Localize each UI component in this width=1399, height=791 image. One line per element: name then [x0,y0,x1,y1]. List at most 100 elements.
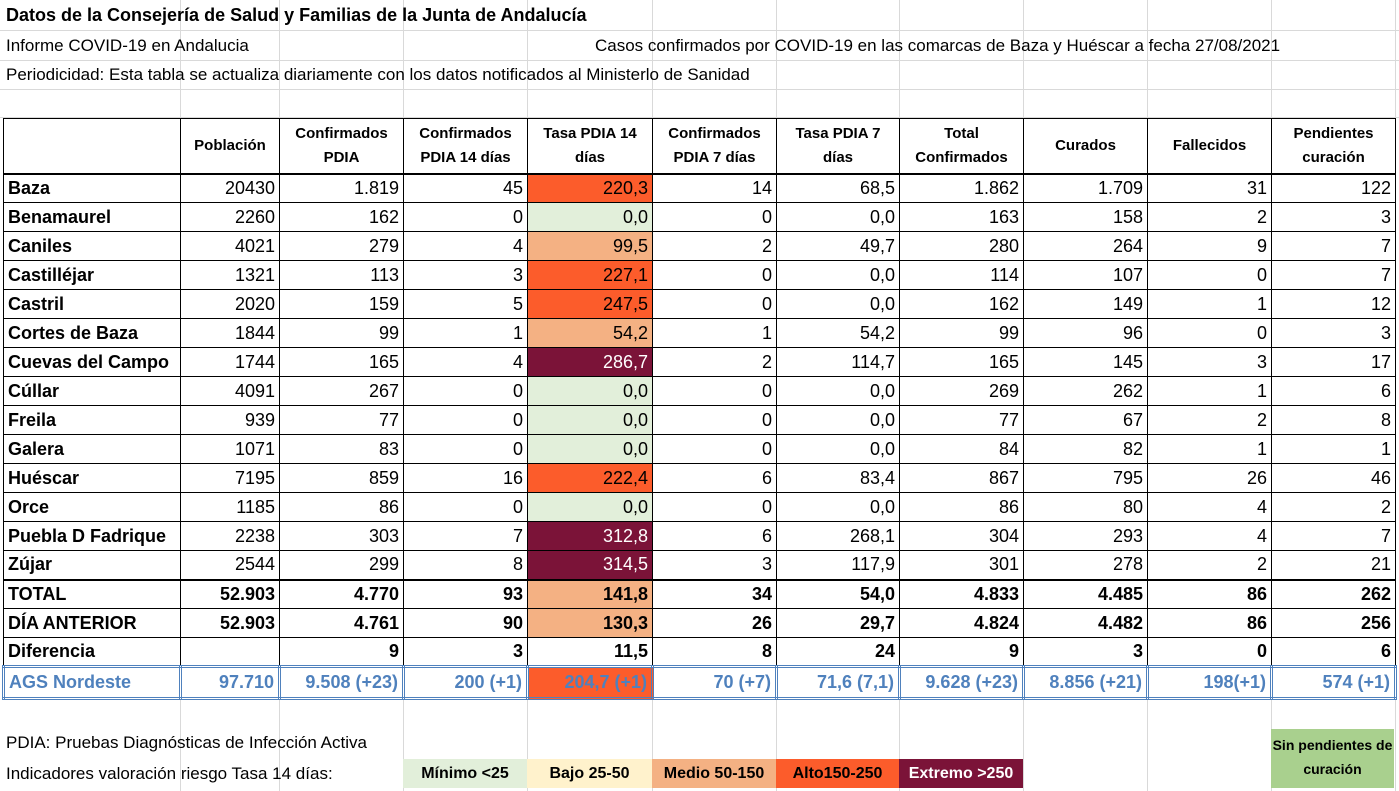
table-row: Benamaurel 2260 162 0 0,0 0 0,0 163 158 2 3 [3,202,1396,232]
table-cell: 86 [899,492,1024,522]
table-row: Castilléjar 1321 113 3 227,1 0 0,0 114 107 0 7 [3,260,1396,290]
table-cell: 0 [403,492,528,522]
table-cell: 0 [1147,260,1272,290]
table-cell: 4 [403,231,528,261]
table-cell: 20430 [180,173,280,203]
table-cell: 795 [1023,463,1148,493]
table-cell: 149 [1023,289,1148,319]
table-cell: 12 [1271,289,1396,319]
table-row: Orce 1185 86 0 0,0 0 0,0 86 80 4 2 [3,492,1396,522]
column-header: Curados [1023,118,1148,175]
table-cell: 0 [652,202,777,232]
table-cell: 2544 [180,550,280,580]
table-cell: 4.833 [899,578,1024,609]
column-header: Total Confirmados [899,118,1024,175]
table-cell: 163 [899,202,1024,232]
table-cell: 90 [403,608,528,638]
row-label: DÍA ANTERIOR [3,608,181,638]
blank-row [0,90,1399,118]
table-cell: 84 [899,434,1024,464]
table-cell: 3 [1271,202,1396,232]
table-cell: 3 [1023,637,1148,667]
table-cell: 82 [1023,434,1148,464]
table-cell: 2 [1147,202,1272,232]
table-cell: 4.482 [1023,608,1148,638]
table-cell: 0,0 [527,376,653,406]
table-cell: 117,9 [776,550,900,580]
table-cell: 1071 [180,434,280,464]
legend-alto: Alto150-250 [776,759,899,788]
column-header: Confirmados PDIA 7 días [652,118,777,175]
table-cell: 0 [403,376,528,406]
column-header: Población [180,118,280,175]
table-cell: 114 [899,260,1024,290]
table-cell: 31 [1147,173,1272,203]
row-label: TOTAL [3,578,181,609]
table-cell: 77 [899,405,1024,435]
table-cell: 24 [776,637,900,667]
table-cell: 67 [1023,405,1148,435]
table-cell: 86 [1147,578,1272,609]
table-cell: 145 [1023,347,1148,377]
table-cell: 262 [1023,376,1148,406]
covid-data-table: Población Confirmados PDIA Confirmados PDI… [2,118,1397,700]
table-cell: 49,7 [776,231,900,261]
table-cell: 1321 [180,260,280,290]
table-cell: 46 [1271,463,1396,493]
table-cell: 293 [1023,521,1148,551]
table-cell: 70 (+7) [651,665,778,700]
table-cell: 8 [403,550,528,580]
sheet-title: Datos de la Consejería de Salud y Famili… [0,0,1399,31]
table-cell: 574 (+1) [1270,665,1397,700]
table-cell [180,637,280,667]
table-cell: 9.508 (+23) [278,665,405,700]
table-cell: 165 [899,347,1024,377]
table-cell: 3 [1147,347,1272,377]
table-row: Caniles 4021 279 4 99,5 2 49,7 280 264 9 7 [3,231,1396,261]
table-cell: 14 [652,173,777,203]
table-cell: 54,2 [776,318,900,348]
table-cell: 0,0 [527,405,653,435]
table-cell: 247,5 [527,289,653,319]
table-cell: 280 [899,231,1024,261]
table-cell: 99 [279,318,404,348]
table-cell: 86 [279,492,404,522]
table-cell: 83,4 [776,463,900,493]
table-cell: 0,0 [776,202,900,232]
table-cell: 0,0 [776,492,900,522]
table-cell: 1744 [180,347,280,377]
table-cell: 11,5 [527,637,653,667]
table-cell: 1 [1271,434,1396,464]
table-cell: 0,0 [776,376,900,406]
table-cell: 198(+1) [1146,665,1273,700]
table-cell: 2 [652,347,777,377]
table-cell: 162 [279,202,404,232]
table-cell: 5 [403,289,528,319]
table-cell: 4091 [180,376,280,406]
table-cell: 9.628 (+23) [898,665,1025,700]
table-cell: 2020 [180,289,280,319]
row-label: AGS Nordeste [2,665,182,700]
table-row: Huéscar 7195 859 16 222,4 6 83,4 867 795 26 46 [3,463,1396,493]
table-cell: 0,0 [776,405,900,435]
row-label: Caniles [3,231,181,261]
table-cell: 34 [652,578,777,609]
row-label: Galera [3,434,181,464]
table-header-row: Población Confirmados PDIA Confirmados PDI… [3,118,1396,175]
table-cell: 286,7 [527,347,653,377]
table-cell: 0 [652,492,777,522]
table-cell: 227,1 [527,260,653,290]
table-cell: 2 [1147,405,1272,435]
row-label: Cúllar [3,376,181,406]
table-cell: 26 [652,608,777,638]
table-cell: 1844 [180,318,280,348]
table-cell: 939 [180,405,280,435]
table-cell: 9 [279,637,404,667]
table-cell: 0 [1147,318,1272,348]
table-cell: 8 [652,637,777,667]
table-row: Baza 20430 1.819 45 220,3 14 68,5 1.862 1.709 31 1… [3,173,1396,203]
table-cell: 3 [403,260,528,290]
table-cell: 3 [403,637,528,667]
row-label: Castilléjar [3,260,181,290]
legend-medio: Medio 50-150 [652,759,776,788]
